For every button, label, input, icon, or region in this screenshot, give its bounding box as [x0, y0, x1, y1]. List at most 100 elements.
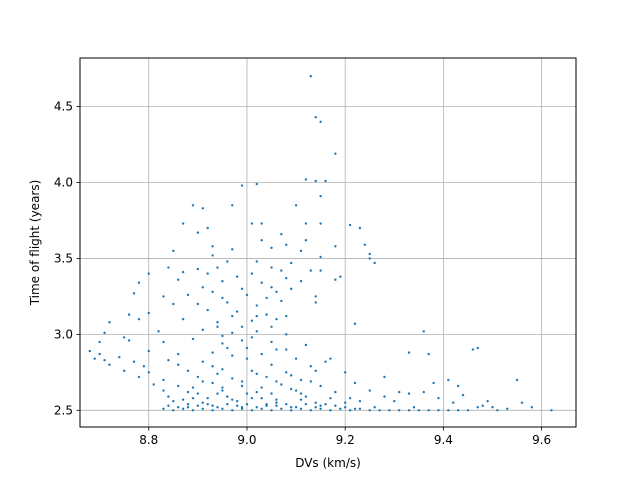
data-point [177, 406, 180, 409]
data-point [294, 204, 298, 207]
data-point [427, 409, 430, 412]
data-point [211, 404, 214, 407]
data-point [481, 404, 484, 407]
data-point [167, 266, 170, 269]
data-point [334, 152, 337, 155]
data-point [299, 407, 303, 410]
data-point [368, 389, 371, 392]
data-point [398, 390, 401, 394]
data-point [343, 406, 347, 409]
data-point [285, 333, 288, 336]
data-point [231, 314, 234, 318]
data-point [177, 384, 180, 388]
data-point [280, 383, 283, 386]
data-point [319, 269, 322, 272]
data-point [231, 248, 234, 251]
data-point [211, 409, 214, 412]
data-point [211, 365, 214, 368]
data-point [456, 384, 460, 388]
data-point [221, 334, 224, 338]
data-point [231, 331, 234, 335]
data-point [285, 348, 288, 351]
data-point [226, 403, 229, 406]
data-point [275, 404, 278, 407]
data-point [88, 349, 92, 353]
data-point [172, 399, 175, 403]
data-point [235, 310, 239, 313]
data-point [437, 396, 440, 400]
data-point [407, 392, 411, 395]
data-point [334, 390, 337, 394]
data-point [181, 222, 185, 225]
x-tick-label: 8.8 [139, 433, 158, 447]
data-point [196, 267, 200, 271]
data-point [270, 286, 273, 289]
data-point [240, 287, 244, 291]
data-point [383, 375, 386, 379]
data-point [388, 409, 391, 412]
data-point [270, 340, 273, 344]
data-point [343, 371, 347, 374]
data-point [491, 406, 494, 409]
data-point [280, 299, 283, 303]
data-point [309, 409, 313, 412]
grid [80, 58, 576, 427]
data-point [98, 352, 101, 356]
data-point [137, 317, 141, 321]
data-point [289, 374, 293, 377]
data-point [309, 365, 313, 368]
data-point [304, 395, 308, 398]
data-point [289, 409, 293, 412]
data-point [172, 409, 175, 412]
data-point [319, 407, 322, 410]
data-point [299, 280, 303, 283]
data-point [127, 339, 131, 342]
data-point [211, 245, 214, 248]
data-point [211, 351, 214, 354]
y-tick-label: 3.0 [54, 327, 73, 341]
data-point [250, 222, 254, 225]
data-point [378, 409, 381, 412]
data-point [299, 378, 303, 382]
data-point [186, 369, 190, 373]
data-point [255, 390, 258, 394]
data-point [471, 348, 475, 351]
data-point [265, 403, 268, 406]
data-point [162, 295, 165, 298]
data-point [343, 401, 347, 404]
data-point [245, 403, 249, 406]
data-point [250, 272, 254, 275]
data-point [108, 363, 111, 366]
data-point [211, 290, 214, 294]
data-point [201, 380, 204, 383]
data-point [226, 346, 229, 350]
data-point [260, 352, 263, 356]
data-point [152, 383, 155, 386]
data-point [103, 358, 106, 362]
data-point [319, 194, 322, 198]
data-point [398, 409, 401, 412]
data-point [275, 401, 278, 404]
data-point [132, 360, 136, 363]
data-point [201, 401, 204, 404]
data-point [280, 269, 283, 272]
x-tick-label: 9.6 [532, 433, 551, 447]
data-point [304, 403, 308, 406]
data-point [309, 269, 313, 272]
data-point [270, 392, 273, 395]
data-point [265, 375, 268, 379]
data-point [177, 352, 180, 356]
data-point [186, 293, 190, 297]
data-point [314, 301, 317, 304]
data-point [294, 406, 298, 409]
data-point [186, 406, 190, 409]
data-point [407, 409, 411, 412]
data-point [260, 386, 263, 389]
data-point [172, 302, 175, 306]
data-point [162, 340, 165, 344]
data-point [260, 396, 263, 400]
data-point [255, 304, 258, 307]
data-point [250, 409, 254, 412]
data-point [309, 380, 313, 383]
data-point [456, 409, 460, 412]
